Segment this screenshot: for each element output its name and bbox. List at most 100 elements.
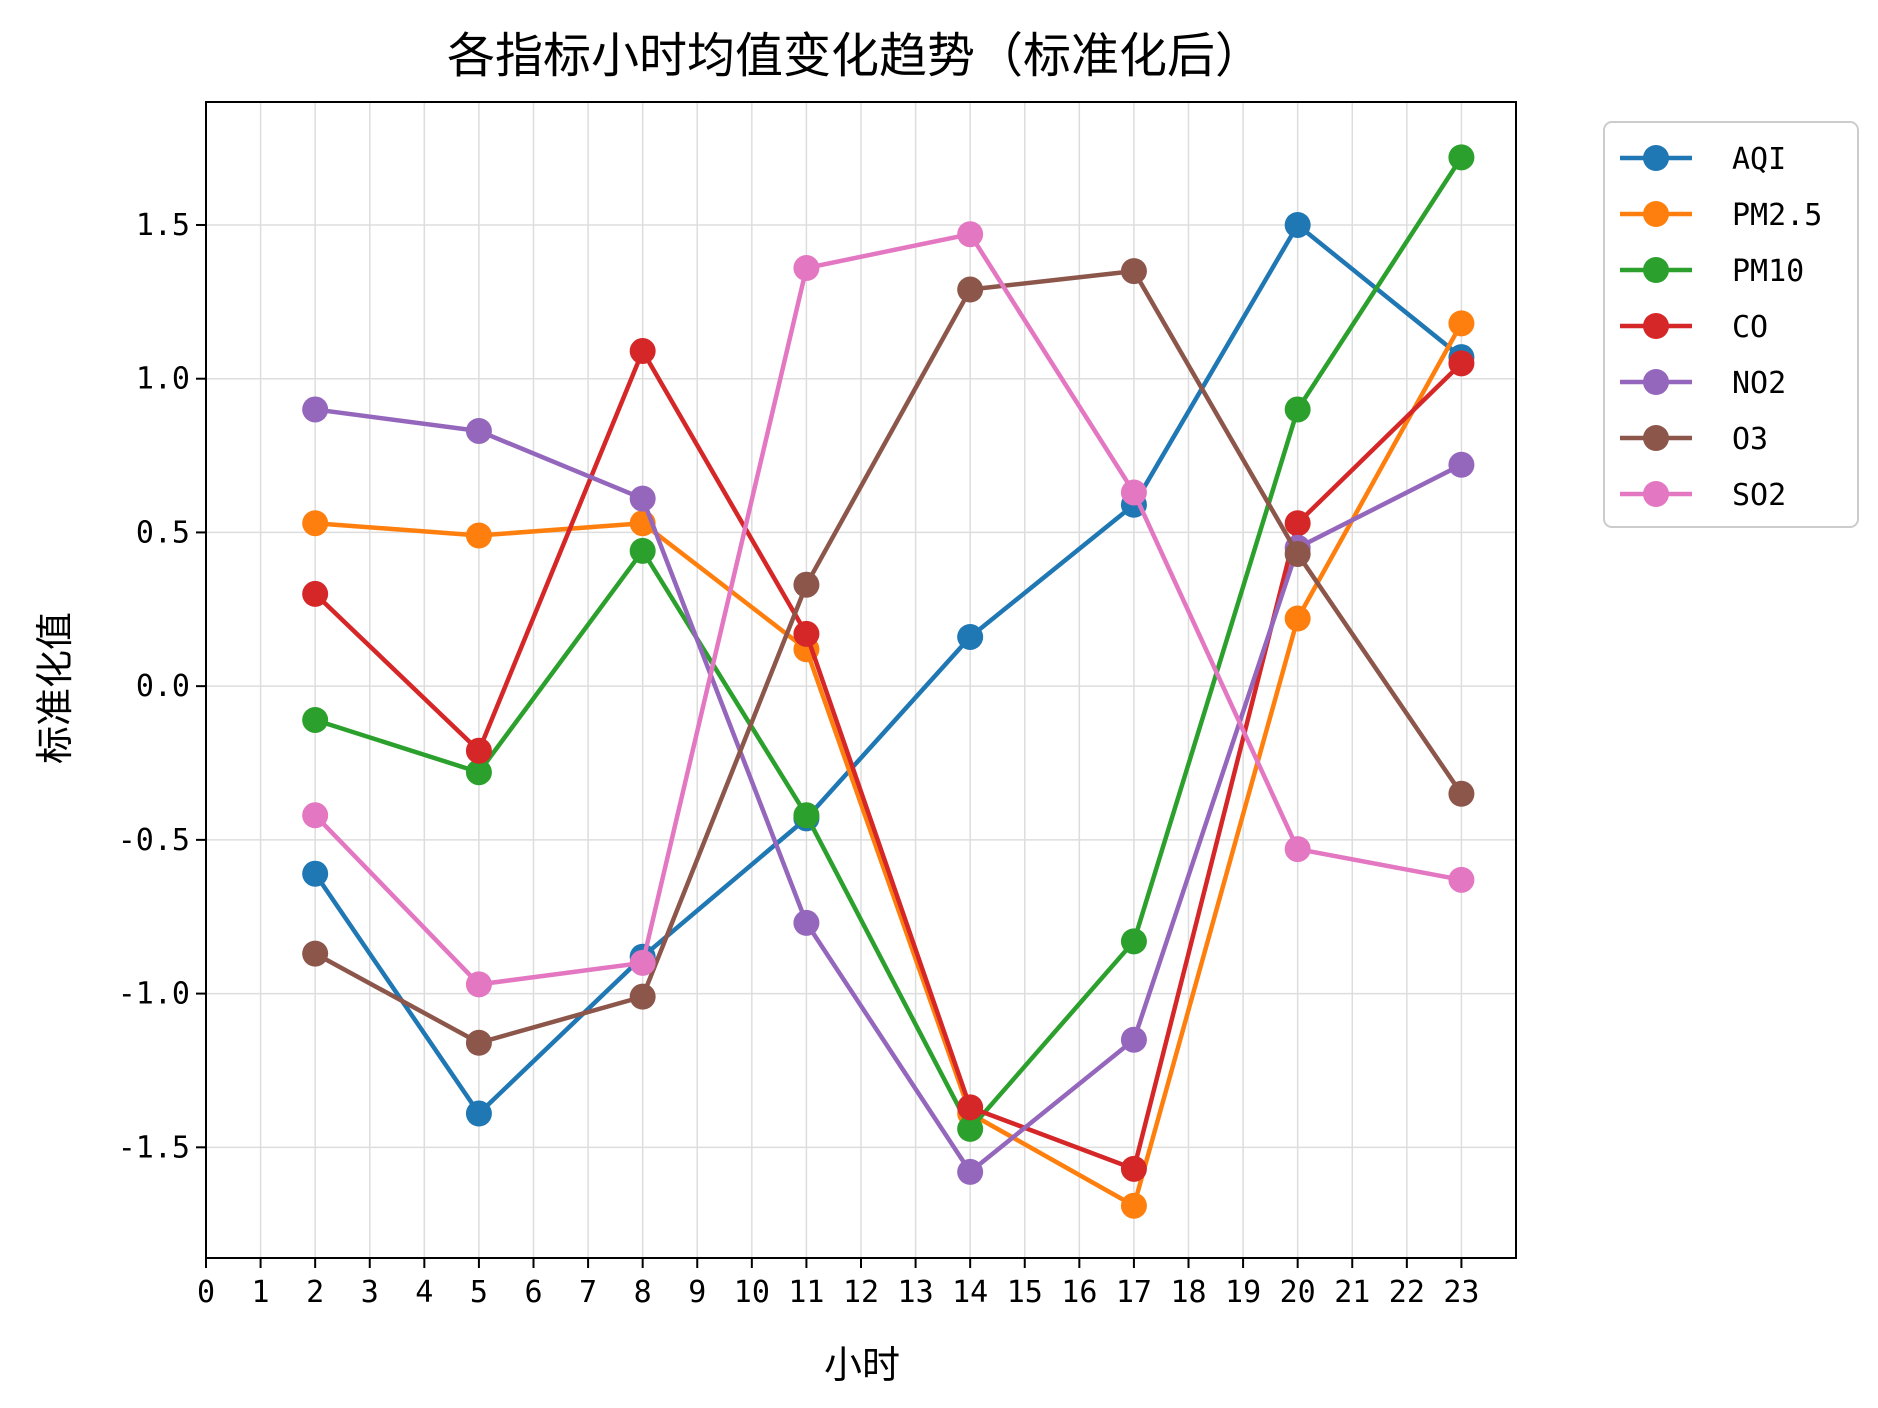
data-point-no2 — [302, 396, 329, 423]
series-line-pm10 — [312, 155, 1464, 1132]
data-point-o3 — [629, 983, 656, 1010]
data-point-o3 — [465, 1029, 492, 1056]
data-point-so2 — [629, 949, 656, 976]
x-tick-label: 11 — [788, 1275, 824, 1310]
data-point-co — [1120, 1155, 1147, 1182]
data-point-pm10 — [465, 759, 492, 786]
x-tick-label: 2 — [306, 1275, 324, 1310]
legend-swatch-marker — [1643, 145, 1669, 171]
y-tick-label: -0.5 — [118, 823, 190, 858]
legend-swatch-marker — [1643, 369, 1669, 395]
data-point-co — [793, 620, 820, 647]
series-line-so2 — [312, 231, 1464, 987]
series-so2 — [302, 221, 1475, 998]
legend-label: PM2.5 — [1732, 198, 1822, 233]
legend-item-aqi: AQI — [1620, 142, 1786, 177]
x-tick-label: 21 — [1334, 1275, 1370, 1310]
x-tick-label: 15 — [1007, 1275, 1043, 1310]
y-tick-label: 1.5 — [136, 208, 190, 243]
data-point-aqi — [302, 860, 329, 887]
series-line-no2 — [312, 407, 1464, 1175]
data-point-no2 — [465, 417, 492, 444]
data-point-o3 — [1120, 258, 1147, 285]
data-point-so2 — [1448, 866, 1475, 893]
legend-item-pm25: PM2.5 — [1620, 198, 1822, 233]
series-o3 — [302, 258, 1475, 1056]
legend-swatch-marker — [1643, 313, 1669, 339]
data-point-so2 — [793, 255, 820, 282]
data-point-pm25 — [1448, 310, 1475, 337]
data-point-co — [1284, 510, 1311, 537]
x-tick-label: 12 — [843, 1275, 879, 1310]
data-point-so2 — [465, 971, 492, 998]
data-point-pm10 — [302, 706, 329, 733]
data-point-aqi — [1284, 211, 1311, 238]
y-tick-label: 0.5 — [136, 515, 190, 550]
data-point-aqi — [465, 1100, 492, 1127]
data-point-pm10 — [629, 537, 656, 564]
data-point-pm25 — [1284, 605, 1311, 632]
legend-swatch-marker — [1643, 257, 1669, 283]
x-tick-label: 23 — [1443, 1275, 1479, 1310]
legend-label: O3 — [1732, 422, 1768, 457]
data-point-pm10 — [793, 802, 820, 829]
legend-swatch-marker — [1643, 425, 1669, 451]
legend-box — [1603, 121, 1859, 528]
x-axis-label: 小时 — [824, 1343, 900, 1387]
x-tick-label: 1 — [252, 1275, 270, 1310]
chart-title: 各指标小时均值变化趋势（标准化后） — [447, 28, 1263, 84]
y-axis-label: 标准化值 — [33, 612, 77, 764]
data-point-co — [629, 338, 656, 365]
series-line-aqi — [312, 222, 1464, 1116]
data-point-o3 — [1448, 780, 1475, 807]
data-point-o3 — [957, 276, 984, 303]
series-line-o3 — [312, 268, 1464, 1046]
data-point-so2 — [1284, 836, 1311, 863]
x-tick-label: 0 — [197, 1275, 215, 1310]
legend-label: PM10 — [1732, 254, 1804, 289]
data-point-co — [465, 737, 492, 764]
series-no2 — [302, 396, 1475, 1185]
x-tick-label: 20 — [1280, 1275, 1316, 1310]
x-tick-label: 9 — [688, 1275, 706, 1310]
data-point-no2 — [793, 909, 820, 936]
legend-item-co: CO — [1620, 310, 1768, 345]
x-tick-label: 4 — [415, 1275, 433, 1310]
x-tick-label: 5 — [470, 1275, 488, 1310]
x-tick-label: 17 — [1116, 1275, 1152, 1310]
y-axis-ticks: -1.5 -1.0 -0.5 0.0 0.5 1.0 1.5 — [118, 208, 206, 1165]
legend: AQI PM2.5 PM10 CO NO2 O3 SO2 — [1603, 121, 1859, 528]
data-point-so2 — [957, 221, 984, 248]
legend-swatch-marker — [1643, 201, 1669, 227]
data-point-co — [1448, 350, 1475, 377]
data-point-co — [302, 580, 329, 607]
data-point-pm25 — [302, 510, 329, 537]
data-point-no2 — [1448, 451, 1475, 478]
legend-swatch-marker — [1643, 481, 1669, 507]
data-point-co — [957, 1094, 984, 1121]
legend-label: CO — [1732, 310, 1768, 345]
x-tick-label: 16 — [1061, 1275, 1097, 1310]
x-axis-ticks: 0 1 2 3 4 5 6 7 8 9 10 11 12 13 14 15 16 17 18 19 20 21 22 23 — [197, 1258, 1479, 1310]
data-point-pm10 — [957, 1115, 984, 1142]
data-point-no2 — [629, 485, 656, 512]
data-point-aqi — [957, 623, 984, 650]
x-tick-label: 14 — [952, 1275, 988, 1310]
data-point-so2 — [302, 802, 329, 829]
legend-item-so2: SO2 — [1620, 478, 1786, 513]
x-tick-label: 13 — [898, 1275, 934, 1310]
legend-label: AQI — [1732, 142, 1786, 177]
x-tick-label: 19 — [1225, 1275, 1261, 1310]
x-tick-label: 8 — [634, 1275, 652, 1310]
y-tick-label: 0.0 — [136, 669, 190, 704]
x-tick-label: 18 — [1170, 1275, 1206, 1310]
series-pm10 — [302, 144, 1475, 1142]
series-lines — [302, 144, 1475, 1219]
x-tick-label: 3 — [361, 1275, 379, 1310]
x-tick-label: 22 — [1389, 1275, 1425, 1310]
data-point-pm10 — [1284, 396, 1311, 423]
legend-label: SO2 — [1732, 478, 1786, 513]
x-tick-label: 10 — [734, 1275, 770, 1310]
